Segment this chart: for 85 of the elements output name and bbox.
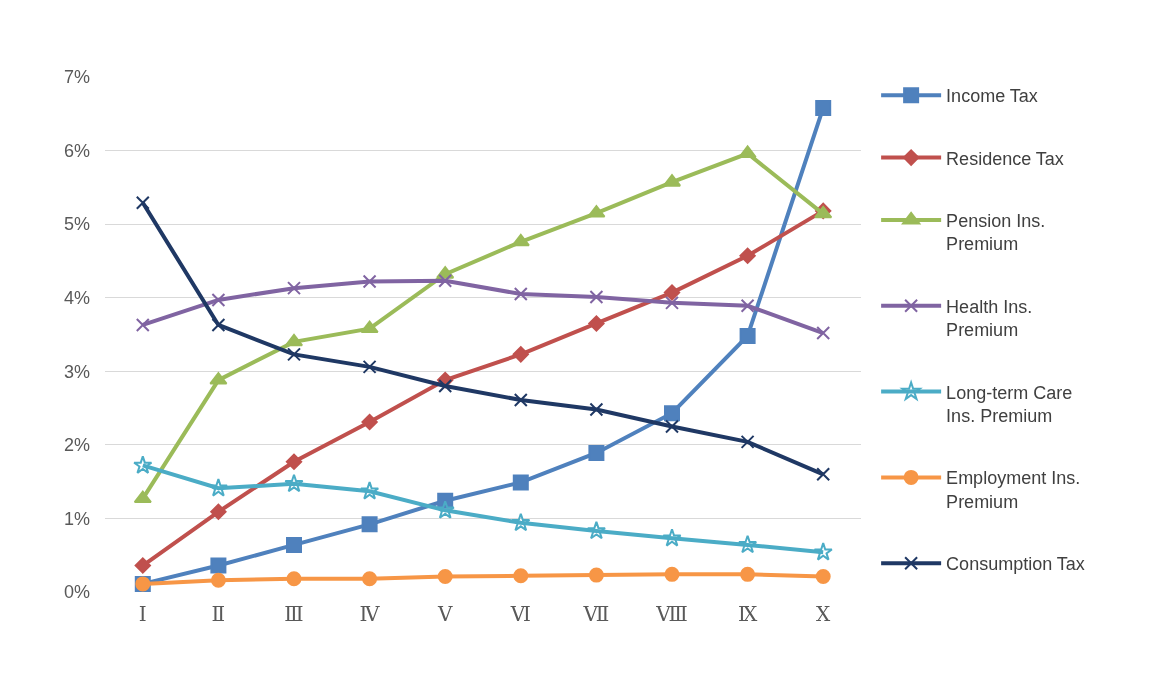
x-tick-label: Ⅴ [436,603,453,625]
point [513,568,529,584]
point [133,455,153,474]
point [740,298,755,313]
point [665,419,679,434]
point [211,317,226,332]
point [740,434,755,449]
y-tick-label: 0% [63,582,90,603]
point [286,536,302,553]
point [286,571,302,587]
point [437,569,453,585]
point [664,566,680,582]
point [662,528,682,547]
x-tick-label: Ⅸ [737,603,758,625]
point [361,413,378,431]
point [287,347,301,362]
point [361,516,378,533]
legend-label: Employment Ins. Premium [946,468,1081,512]
point [513,392,528,407]
point [588,444,605,461]
point [285,453,303,470]
point [738,145,757,159]
y-tick-label: 5% [63,214,90,235]
point [589,289,604,304]
point [586,520,607,540]
point [362,571,378,587]
point [816,467,831,482]
point [438,273,453,288]
point [135,317,150,332]
point [511,512,531,532]
point [512,346,529,363]
point [435,500,455,519]
x-tick-label: Ⅳ [359,603,381,625]
point [815,99,832,116]
legend-label: Pension Ins. Premium [946,211,1046,255]
point [284,473,304,493]
point [739,247,756,264]
point [287,281,301,296]
point [740,566,756,582]
point [513,287,528,302]
point [512,474,529,491]
point [284,333,304,347]
point [210,557,227,574]
point [362,359,377,374]
point [211,292,226,307]
point [816,326,831,341]
y-tick-label: 2% [63,435,90,456]
y-tick-label: 6% [63,140,90,161]
x-tick-label: Ⅰ [138,603,147,625]
point [589,402,604,417]
legend-label: Health Ins. Premium [946,296,1033,341]
point [135,195,150,210]
point [588,315,605,332]
point [210,572,226,588]
point [210,503,227,520]
legend-label: Residence Tax [946,148,1064,169]
point [813,542,833,561]
point [664,405,680,422]
x-tick-label: Ⅱ [211,603,226,625]
y-tick-label: 7% [63,67,90,88]
point [588,567,604,583]
y-tick-label: 4% [63,288,90,309]
point [739,327,756,344]
point [359,481,380,500]
point [208,478,229,497]
y-tick-label: 1% [63,508,90,529]
point [133,490,152,504]
x-tick-label: Ⅷ [655,603,688,625]
x-tick-label: Ⅹ [816,603,832,625]
legend-label: Income Tax [946,86,1038,107]
legend-label: Consumption Tax [946,554,1085,575]
x-tick-label: Ⅲ [284,603,304,625]
point [511,233,530,247]
point [663,284,681,301]
point [815,569,831,585]
point [737,534,758,554]
x-tick-label: Ⅶ [582,603,610,625]
y-tick-label: 3% [63,361,90,382]
point [438,379,453,393]
point [665,295,679,310]
point [134,557,151,574]
legend-label: Long-term Care Ins. Premium [946,382,1073,427]
point [360,320,379,334]
x-tick-label: Ⅵ [509,603,531,625]
point [362,274,377,289]
